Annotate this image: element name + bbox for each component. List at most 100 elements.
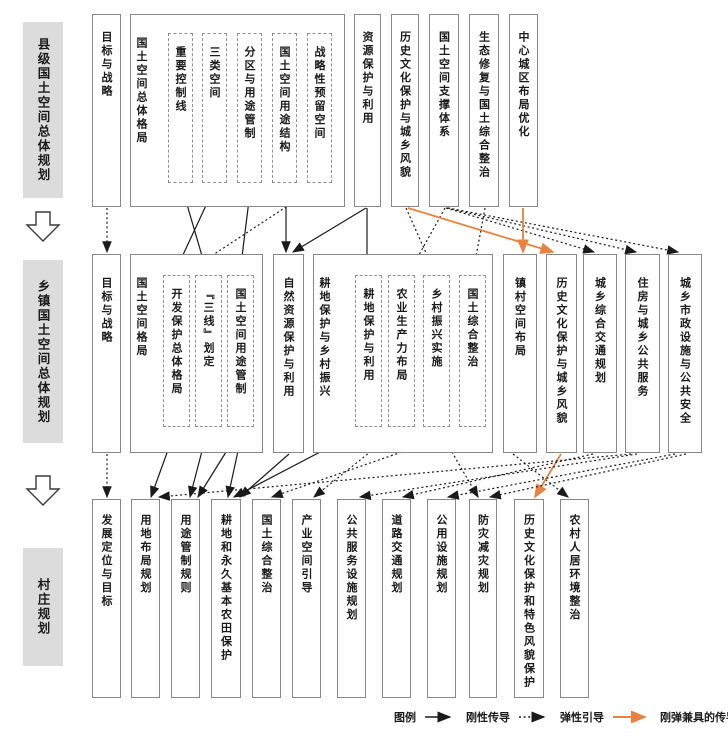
node-village-permanent-farmland: 耕地和永久基本农田保护 [211, 499, 241, 698]
node-township-farmland-protection-use: 耕地保护与利用 [355, 275, 382, 427]
node-label: 自然资源保护与利用 [282, 277, 295, 399]
node-label: 三类空间 [208, 46, 221, 100]
node-label: 乡村振兴实施 [430, 288, 443, 369]
node-village-public-facilities: 公共服务设施规划 [337, 499, 366, 698]
node-county-support-system: 国土空间支撑体系 [429, 14, 459, 207]
node-township-farmland-revitalization: 耕地保护与乡村振兴 [313, 254, 493, 453]
node-label: 公共服务设施规划 [345, 514, 358, 622]
node-township-town-village-layout: 镇村空间布局 [503, 254, 537, 453]
level-label: 村庄规划 [35, 578, 51, 636]
node-township-transport-planning: 城乡综合交通规划 [583, 254, 617, 453]
hollow-down-arrow-1 [25, 211, 61, 242]
node-label: 国土空间用途结构 [278, 46, 291, 154]
node-village-industrial-space: 产业空间引导 [292, 499, 321, 698]
node-county-resource-protection: 资源保护与利用 [354, 14, 381, 207]
node-label: 产业空间引导 [300, 514, 313, 595]
node-county-land-use-structure: 国土空间用途结构 [272, 33, 297, 183]
node-label: 城乡市政设施与公共安全 [678, 277, 692, 426]
legend-item-rigid: 刚性传导 [466, 711, 510, 724]
node-county-strategic-reserve: 战略性预留空间 [307, 33, 332, 183]
arrow-township-town-village-layout-to-village-living-environment [512, 453, 569, 498]
level-label: 乡镇国土空间总体规划 [35, 279, 51, 424]
legend-item-rigid-flexible: 刚弹兼具的传导 [660, 711, 728, 724]
node-township-housing-services: 住房与城乡公共服务 [625, 254, 660, 453]
arrow-county-support-system-to-township-transport-planning [445, 207, 596, 254]
node-label: 农村人居环境整治 [568, 514, 581, 622]
arrow-county-support-system-to-township-housing-services [446, 207, 638, 255]
arrow-township-housing-services-to-village-public-facilities [358, 453, 638, 501]
node-village-land-layout: 用地布局规划 [131, 499, 160, 698]
node-label: 国土空间用途管制 [234, 288, 247, 396]
node-village-utilities: 公用设施规划 [427, 499, 456, 698]
node-label: 历史文化保护与城乡风貌 [555, 277, 568, 426]
node-village-positioning-goals: 发展定位与目标 [92, 499, 121, 698]
node-label: 耕地和永久基本农田保护 [219, 514, 233, 663]
node-township-natural-resources: 自然资源保护与利用 [273, 254, 304, 453]
node-village-disaster-prevention: 防灾减灾规划 [469, 499, 497, 698]
node-township-land-use-control: 国土空间用途管制 [227, 275, 254, 427]
level-box-township-plan: 乡镇国土空间总体规划 [23, 260, 63, 443]
arrow-township-municipal-safety-to-village-disaster-prevention [488, 453, 687, 500]
level-box-county-plan: 县级国土空间总体规划 [23, 22, 63, 198]
node-label: 国土空间总体格局 [135, 37, 148, 145]
node-label: 中心城区布局优化 [517, 31, 530, 139]
arrow-township-natural-resources-to-village-permanent-farmland [239, 453, 290, 498]
level-label: 县级国土空间总体规划 [35, 37, 51, 183]
node-label: 耕地保护与乡村振兴 [318, 277, 331, 399]
node-county-eco-restoration: 生态修复与国土综合整治 [469, 14, 499, 207]
flexible-arrow-icon [519, 711, 546, 723]
node-village-road-traffic: 道路交通规划 [382, 499, 411, 698]
node-township-spatial-pattern: 国土空间格局 [130, 254, 263, 453]
node-label: 开发保护总体格局 [170, 288, 183, 396]
legend-item-flexible: 弹性引导 [560, 711, 604, 724]
node-label: 『三线』划定 [202, 288, 215, 369]
node-township-goals-strategy: 目标与战略 [92, 254, 121, 453]
node-township-agri-productivity: 农业生产力布局 [388, 275, 415, 427]
node-label: 防灾减灾规划 [476, 514, 490, 595]
node-county-goals-strategy: 目标与战略 [92, 14, 121, 207]
node-label: 战略性预留空间 [313, 46, 326, 141]
node-township-rural-revital-impl: 乡村振兴实施 [423, 275, 450, 427]
node-label: 镇村空间布局 [513, 277, 527, 358]
node-township-dev-protection-pattern: 开发保护总体格局 [163, 275, 190, 427]
node-label: 国土空间格局 [135, 277, 148, 358]
node-label: 目标与战略 [100, 277, 113, 345]
rigid-arrow-icon [425, 711, 452, 723]
node-township-heritage-townscape: 历史文化保护与城乡风貌 [546, 254, 577, 453]
node-label: 公用设施规划 [435, 514, 448, 595]
arrow-township-housing-services-to-village-land-layout [157, 453, 632, 501]
arrow-county-resource-protection-to-township-natural-resources [291, 207, 367, 253]
node-label: 分区与用途管制 [243, 46, 256, 141]
node-township-municipal-safety: 城乡市政设施与公共安全 [668, 254, 702, 453]
node-label: 国土综合整治 [260, 514, 273, 595]
node-township-three-lines: 『三线』划定 [195, 275, 222, 427]
node-village-living-environment: 农村人居环境整治 [560, 499, 589, 698]
node-village-land-consolidation: 国土综合整治 [252, 499, 281, 698]
node-county-three-space-types: 三类空间 [202, 33, 227, 183]
node-label: 农业生产力布局 [395, 288, 408, 383]
node-village-heritage-character: 历史文化保护和特色风貌保护 [514, 499, 544, 698]
node-label: 发展定位与目标 [100, 514, 113, 609]
node-label: 历史文化保护和特色风貌保护 [522, 514, 536, 690]
node-county-central-city-layout: 中心城区布局优化 [509, 14, 538, 207]
arrow-county-support-system-to-township-municipal-safety [447, 207, 680, 255]
node-village-use-control-rules: 用途管制规则 [171, 499, 200, 698]
node-label: 资源保护与利用 [361, 31, 374, 126]
node-label: 住房与城乡公共服务 [636, 277, 649, 399]
arrow-township-municipal-safety-to-village-utilities [446, 453, 676, 500]
arrow-township-heritage-townscape-to-village-heritage-character [534, 453, 562, 499]
hollow-down-arrow-2 [25, 475, 61, 506]
node-label: 生态修复与国土综合整治 [477, 31, 491, 180]
node-county-heritage-townscape: 历史文化保护与城乡风貌 [391, 14, 419, 207]
node-label: 城乡综合交通规划 [593, 277, 607, 385]
node-label: 用地布局规划 [139, 514, 152, 595]
node-label: 道路交通规划 [390, 514, 403, 595]
node-label: 重要控制线 [174, 46, 187, 114]
node-county-control-lines: 重要控制线 [168, 33, 193, 183]
node-county-zoning-use-control: 分区与用途管制 [237, 33, 262, 183]
node-township-land-consolidation: 国土综合整治 [459, 275, 486, 427]
node-label: 目标与战略 [100, 31, 113, 99]
node-label: 国土综合整治 [466, 288, 479, 369]
legend: 图例 刚性传导 弹性引导 刚弹兼具的传导 [394, 706, 728, 728]
arrow-township-transport-planning-to-village-road-traffic [401, 453, 594, 500]
